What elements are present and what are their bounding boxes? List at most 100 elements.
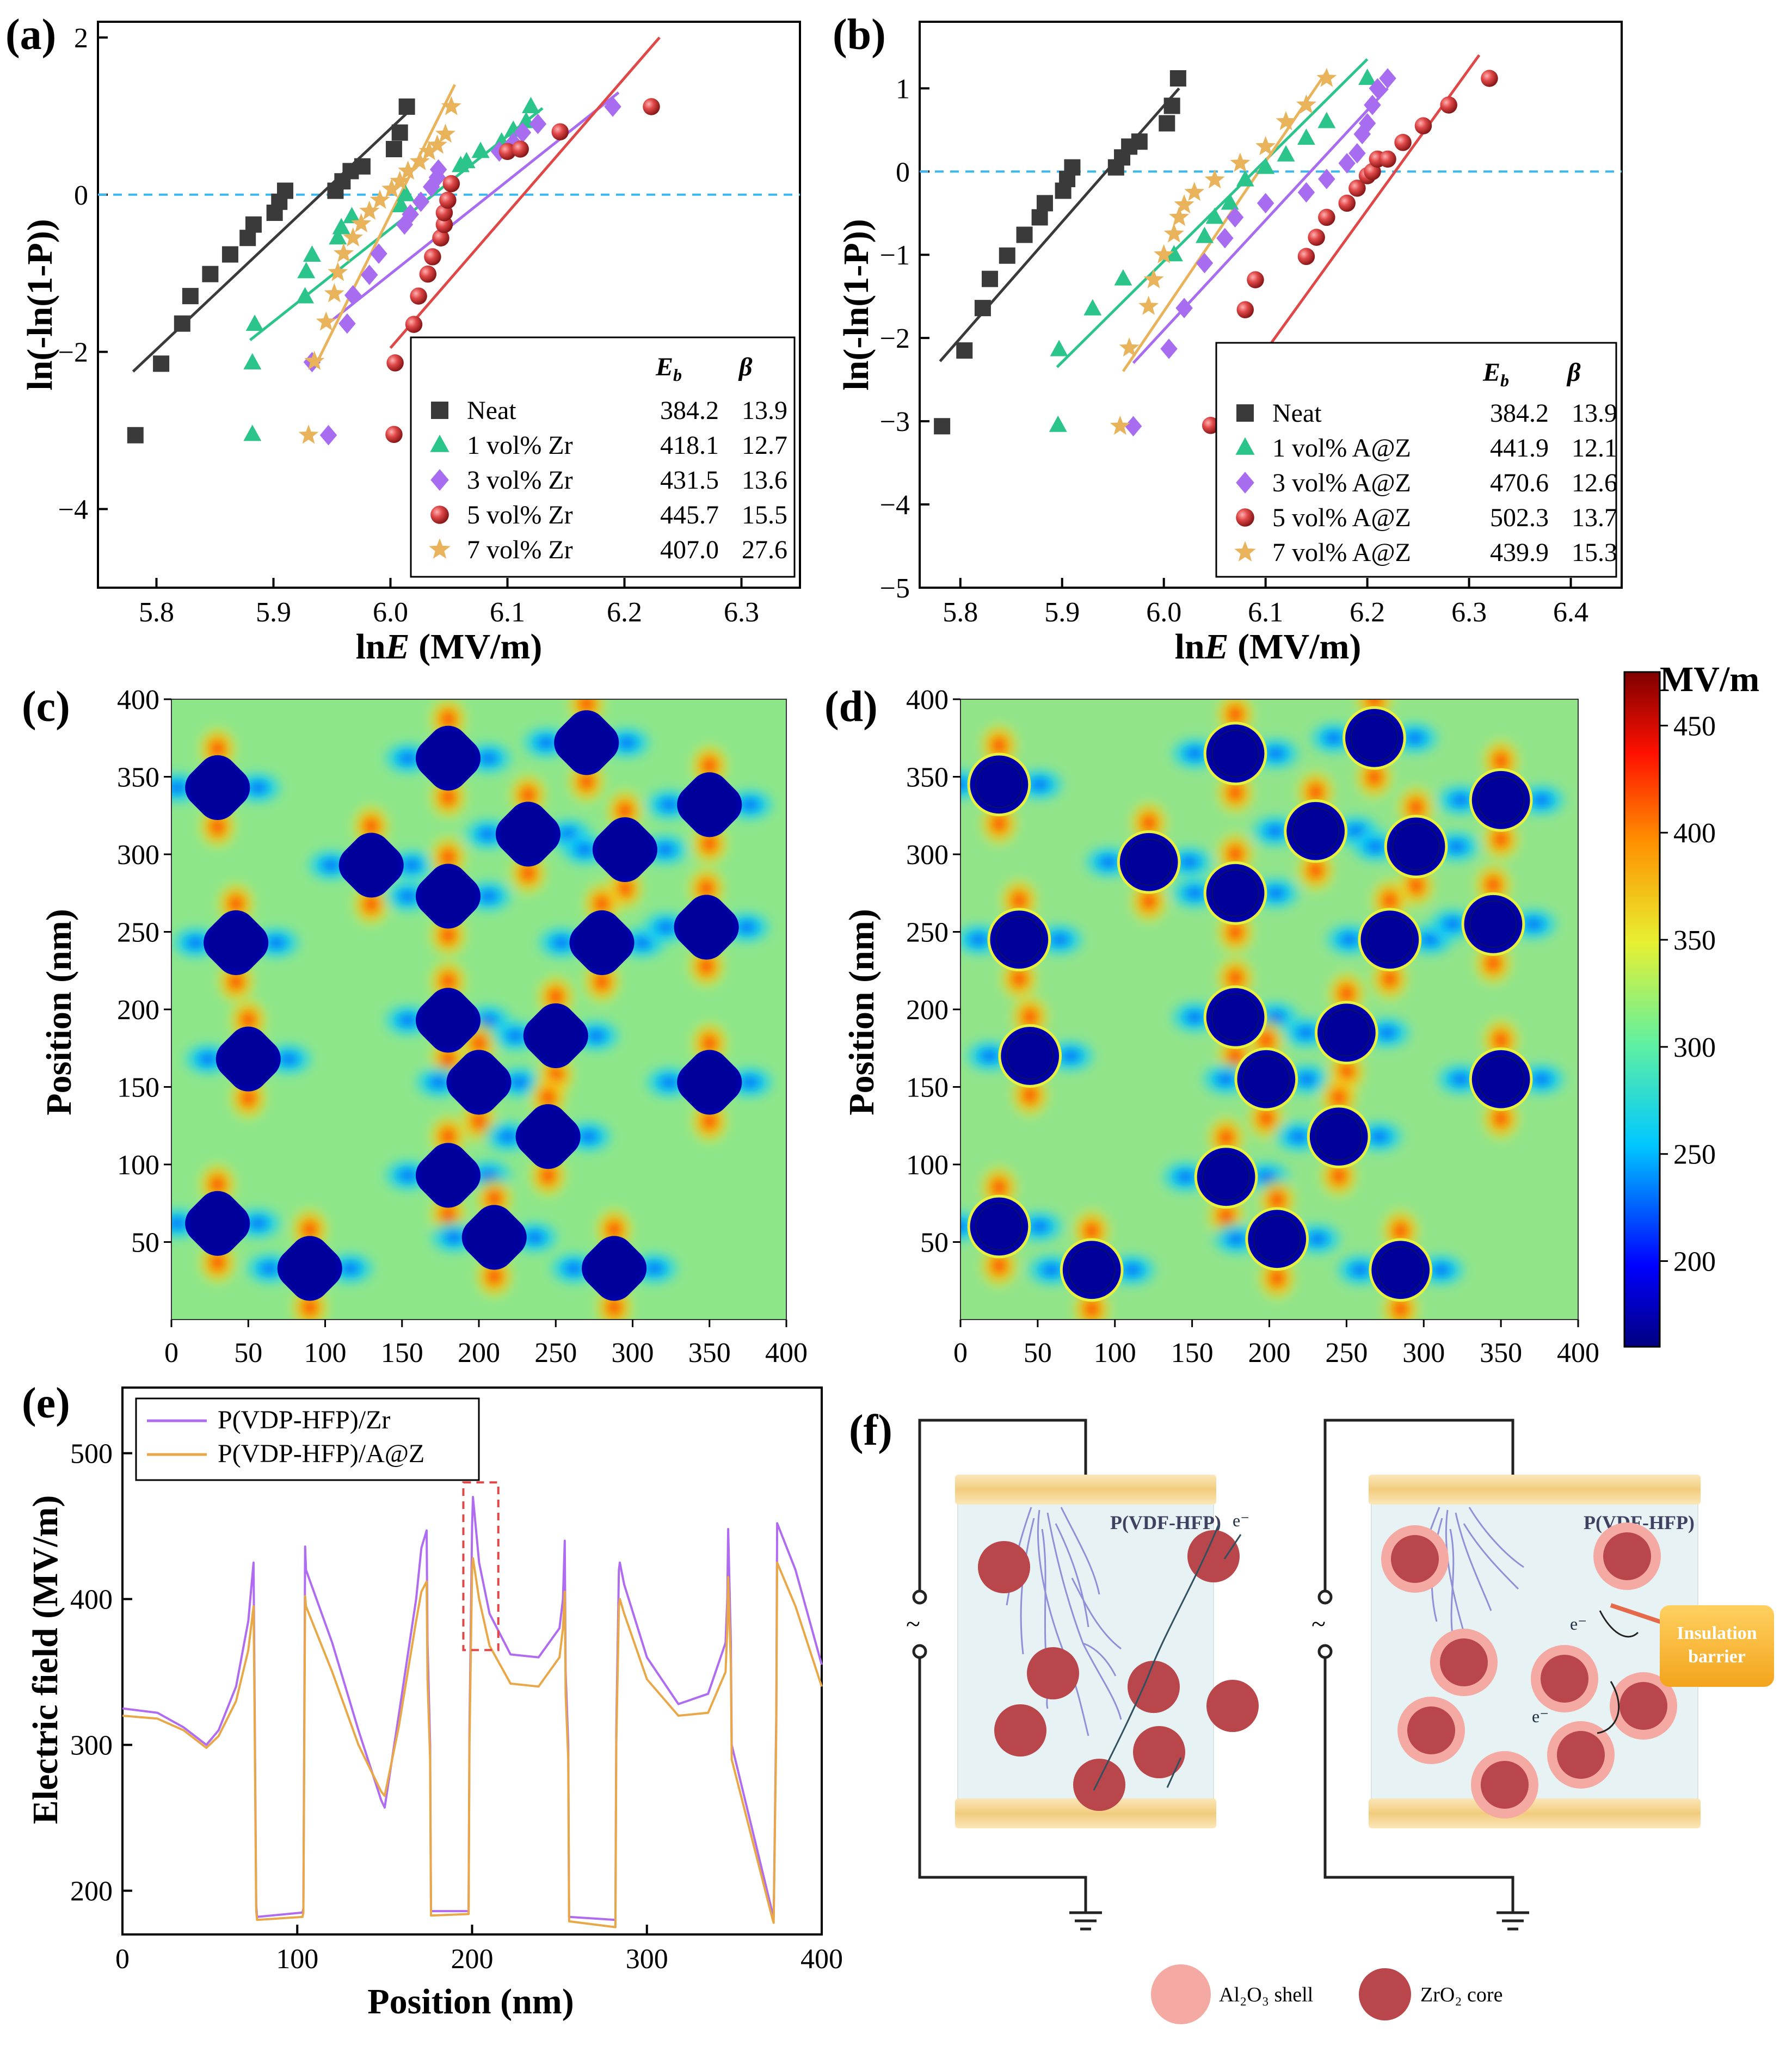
data-point bbox=[934, 418, 951, 435]
data-point bbox=[319, 425, 337, 446]
data-point bbox=[1316, 67, 1337, 87]
data-point bbox=[427, 134, 447, 154]
panel-c-ticks: 0 50 100 150 200 250 300 350 400 50 100 150 200 250 30… bbox=[117, 685, 808, 1369]
panel-f-legend: Al₂O₃ shell ZrO₂ core bbox=[1151, 1964, 1502, 2024]
zro2-core-label: ZrO₂ core bbox=[1420, 1983, 1502, 2006]
particle-core bbox=[220, 1031, 276, 1087]
y-tick-label: −5 bbox=[880, 573, 910, 604]
panel-a-legend-header-eb: Eb bbox=[655, 353, 682, 385]
data-point bbox=[1169, 206, 1190, 226]
data-point bbox=[1175, 298, 1193, 318]
data-point bbox=[1277, 145, 1295, 162]
panel-a-data-points bbox=[127, 96, 660, 446]
y-tick-label: 500 bbox=[70, 1439, 113, 1470]
x-tick-label: 200 bbox=[458, 1338, 500, 1369]
panel-b-legend-box bbox=[1215, 342, 1617, 578]
right-electron-label-1: e⁻ bbox=[1570, 1614, 1587, 1634]
data-point bbox=[396, 184, 415, 201]
data-point bbox=[419, 265, 437, 283]
y-tick-label: 200 bbox=[117, 995, 159, 1026]
legend-marker bbox=[431, 402, 448, 419]
legend-beta-value: 13.9 bbox=[742, 396, 787, 425]
legend-marker bbox=[1236, 508, 1254, 527]
particle-core bbox=[975, 761, 1023, 809]
particle-core bbox=[421, 868, 476, 924]
data-point bbox=[1138, 295, 1159, 315]
data-point bbox=[277, 182, 293, 199]
right-particles bbox=[1381, 1523, 1677, 1819]
y-tick-label: 250 bbox=[906, 917, 949, 948]
y-tick-label: 0 bbox=[896, 157, 910, 188]
data-point bbox=[1318, 169, 1335, 189]
data-point bbox=[298, 424, 319, 444]
data-point bbox=[351, 213, 372, 232]
x-tick-label: 6.0 bbox=[1146, 597, 1181, 628]
data-point bbox=[1031, 209, 1048, 226]
y-tick-label: 300 bbox=[117, 840, 159, 871]
particle-core bbox=[995, 916, 1043, 964]
panel-c-y-axis-label: Position (nm) bbox=[39, 909, 79, 1116]
particle-core bbox=[208, 915, 263, 970]
data-point bbox=[1216, 227, 1234, 249]
x-tick-label: 150 bbox=[1171, 1338, 1214, 1369]
data-point bbox=[643, 98, 660, 115]
particle-core bbox=[343, 837, 399, 893]
particle-core bbox=[559, 715, 614, 771]
panel-e-line-chart: (e) 0 100 200 300 400 200 300 400 500 P(VDP-HFP)… bbox=[22, 1379, 843, 2022]
data-point bbox=[1296, 94, 1316, 114]
data-point bbox=[1202, 417, 1220, 434]
x-tick-label: 200 bbox=[1248, 1338, 1291, 1369]
fit-line bbox=[389, 36, 661, 349]
data-point bbox=[1163, 223, 1184, 243]
data-point bbox=[386, 354, 404, 372]
legend-eb-value: 418.1 bbox=[660, 431, 719, 460]
y-tick-label: 350 bbox=[906, 762, 949, 793]
legend-beta-value: 15.3 bbox=[1572, 538, 1617, 567]
particle-core bbox=[1211, 730, 1259, 778]
data-point bbox=[174, 315, 190, 332]
data-point bbox=[332, 218, 350, 235]
legend-series-name: 7 vol% A@Z bbox=[1272, 538, 1411, 567]
particle-core bbox=[528, 1008, 583, 1063]
right-zro2-core bbox=[1440, 1638, 1488, 1686]
legend-eb-value: 431.5 bbox=[660, 466, 719, 495]
x-tick-label: 6.3 bbox=[724, 597, 759, 628]
particle-core bbox=[501, 806, 556, 862]
y-tick-label: −3 bbox=[880, 406, 910, 437]
data-point bbox=[1257, 157, 1275, 174]
data-point bbox=[1204, 169, 1225, 189]
data-point bbox=[344, 285, 362, 306]
panel-b-y-axis-label: ln(-ln(1-P)) bbox=[836, 219, 876, 390]
legend-series-name: 7 vol% Zr bbox=[467, 535, 573, 564]
y-tick-label: 400 bbox=[117, 685, 159, 716]
panel-a-legend: Eb β Neat 384.2 13.9 1 vol% Zr 418.1 12.7 3 vo… bbox=[410, 336, 796, 578]
data-point bbox=[435, 124, 456, 143]
left-electron-label: e⁻ bbox=[1233, 1511, 1249, 1530]
data-point bbox=[1131, 133, 1148, 150]
y-tick-label: 400 bbox=[70, 1585, 113, 1616]
data-point bbox=[1196, 252, 1214, 274]
particle-core bbox=[190, 1195, 245, 1251]
left-bottom-electrode bbox=[955, 1798, 1216, 1828]
y-tick-label: −4 bbox=[58, 495, 88, 526]
legend-eb-value: 407.0 bbox=[660, 535, 719, 564]
x-tick-label: 6.0 bbox=[373, 597, 408, 628]
data-point bbox=[1226, 207, 1244, 228]
right-circuit-wire bbox=[1323, 1447, 1514, 1913]
y-tick-label: 1 bbox=[896, 73, 910, 104]
legend-series-name: 1 vol% A@Z bbox=[1272, 434, 1411, 463]
left-zro2-core bbox=[1206, 1680, 1259, 1732]
data-point bbox=[1205, 207, 1224, 224]
legend-beta-value: 13.6 bbox=[742, 466, 787, 495]
x-tick-label: 0 bbox=[115, 1944, 130, 1975]
panel-a-ticks: 5.8 5.9 6.0 6.1 6.2 6.3 −4 −2 0 2 bbox=[58, 23, 759, 628]
left-zro2-core bbox=[1128, 1661, 1180, 1713]
panel-b-data-points bbox=[934, 67, 1498, 437]
data-point bbox=[370, 243, 387, 264]
x-tick-label: 350 bbox=[1480, 1338, 1522, 1369]
data-point bbox=[1165, 245, 1183, 262]
data-point bbox=[359, 200, 380, 220]
data-point bbox=[328, 262, 348, 281]
x-tick-label: 5.9 bbox=[1044, 597, 1080, 628]
data-point bbox=[1174, 194, 1194, 214]
